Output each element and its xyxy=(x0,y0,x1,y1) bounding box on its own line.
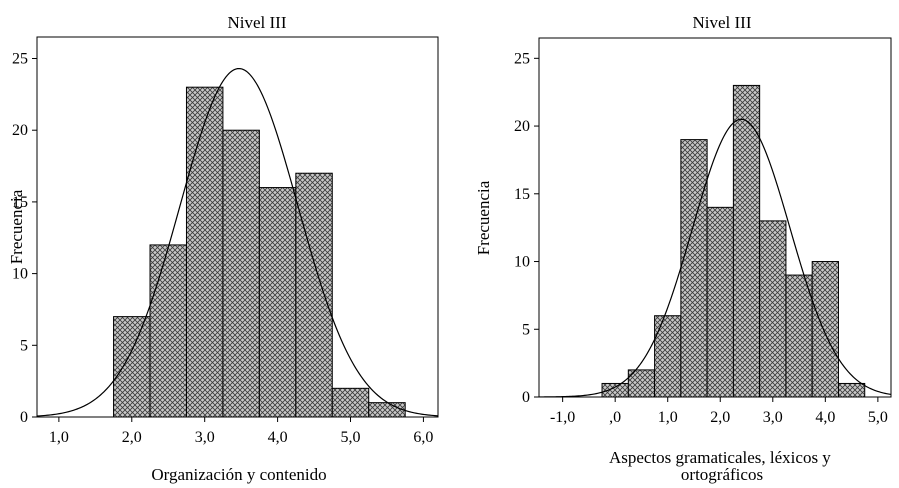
x-tick-label: -1,0 xyxy=(550,409,575,426)
left-x-ticks: 1,0 2,0 3,0 4,0 5,0 6,0 xyxy=(49,417,433,446)
histogram-bar xyxy=(627,369,656,398)
right-x-ticks: -1,0 ,0 1,0 2,0 3,0 4,0 5,0 xyxy=(550,397,888,426)
histogram-bar xyxy=(706,206,734,398)
left-chart: Nivel III 1,0 2,0 3,0 4,0 5,0 6,0 0510152025 … xyxy=(7,13,439,484)
x-tick-label: 5,0 xyxy=(341,429,361,446)
y-tick-label: 5 xyxy=(522,321,530,338)
right-x-axis-label: Aspectos gramaticales, léxicos y ortográ… xyxy=(609,448,835,484)
histogram-bar xyxy=(113,316,151,418)
y-tick-label: 25 xyxy=(12,51,28,68)
x-tick-label: 5,0 xyxy=(868,409,888,426)
y-tick-label: 5 xyxy=(20,337,28,354)
y-tick-label: 15 xyxy=(514,186,530,203)
x-tick-label: 3,0 xyxy=(195,429,215,446)
x-tick-label: 1,0 xyxy=(658,409,678,426)
x-tick-label: 4,0 xyxy=(815,409,835,426)
x-tick-label: 2,0 xyxy=(122,429,142,446)
left-normal-curve xyxy=(36,67,439,417)
left-x-axis-label: Organización y contenido xyxy=(151,465,326,484)
right-bars xyxy=(601,84,866,398)
y-tick-label: 20 xyxy=(514,118,530,135)
x-tick-label: 1,0 xyxy=(49,429,69,446)
y-tick-label: 20 xyxy=(12,122,28,139)
left-y-axis-label: Frecuencia xyxy=(7,189,26,264)
right-y-axis-label: Frecuencia xyxy=(474,180,493,255)
x-tick-label: ,0 xyxy=(609,409,621,426)
right-x-axis-label-line1: Aspectos gramaticales, léxicos y xyxy=(609,448,831,467)
x-tick-label: 4,0 xyxy=(268,429,288,446)
histogram-bar xyxy=(837,382,866,398)
y-tick-label: 10 xyxy=(514,254,530,271)
histogram-bar xyxy=(759,220,787,398)
histogram-bar xyxy=(811,261,839,398)
histogram-bar xyxy=(654,315,682,398)
x-tick-label: 6,0 xyxy=(413,429,433,446)
histogram-bar xyxy=(732,84,761,398)
x-tick-label: 3,0 xyxy=(763,409,783,426)
right-y-ticks: 0 5 10 15 20 25 xyxy=(514,50,539,406)
histogram-bar xyxy=(680,139,708,398)
histogram-bar xyxy=(601,382,629,398)
left-chart-title: Nivel III xyxy=(227,13,286,32)
right-chart: Nivel III -1,0 ,0 1,0 2,0 3,0 4,0 5,0 0 5 10 15 20… xyxy=(474,13,892,484)
histogram-bar xyxy=(258,187,297,418)
y-tick-label: 15 xyxy=(12,194,28,211)
histogram-bar xyxy=(149,244,187,418)
y-tick-label: 0 xyxy=(20,409,28,426)
left-y-ticks: 0 5 10 15 20 25 xyxy=(12,51,37,426)
y-tick-label: 25 xyxy=(514,50,530,67)
histogram-bar xyxy=(331,387,370,418)
left-bars xyxy=(113,86,406,418)
y-tick-label: 10 xyxy=(12,266,28,283)
right-chart-title: Nivel III xyxy=(692,13,751,32)
histogram-bar xyxy=(295,172,333,418)
histogram-bar xyxy=(785,274,813,398)
histogram-bar xyxy=(368,402,406,418)
histogram-bar xyxy=(185,86,224,418)
histogram-bar xyxy=(222,129,260,418)
right-x-axis-label-line2: ortográficos xyxy=(681,465,763,484)
y-tick-label: 0 xyxy=(522,389,530,406)
x-tick-label: 2,0 xyxy=(710,409,730,426)
right-normal-curve xyxy=(538,118,892,398)
